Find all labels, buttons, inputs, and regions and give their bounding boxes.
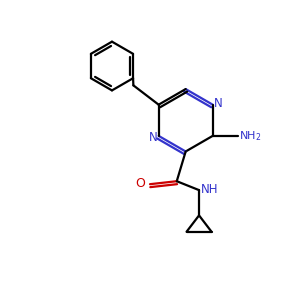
- Text: N: N: [149, 131, 158, 144]
- Text: NH: NH: [200, 183, 218, 196]
- Text: O: O: [135, 177, 145, 190]
- Text: N: N: [214, 97, 222, 110]
- Text: NH$_2$: NH$_2$: [239, 129, 262, 143]
